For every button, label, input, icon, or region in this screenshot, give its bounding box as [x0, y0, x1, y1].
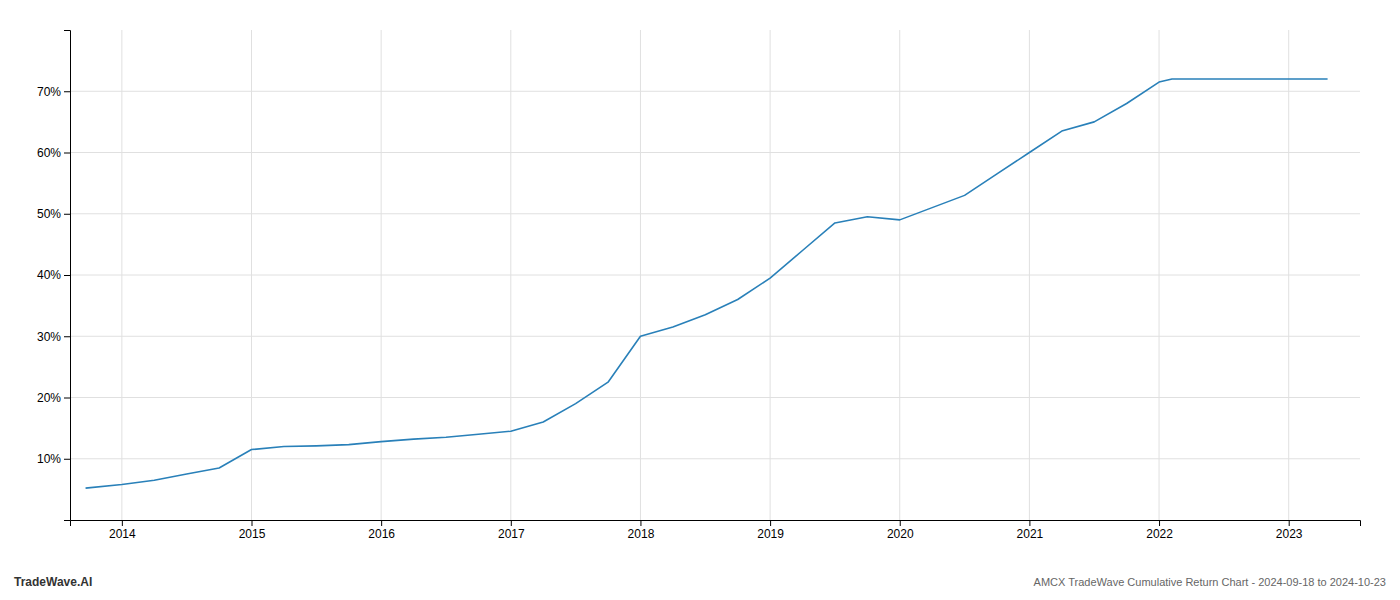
- grid-line-y: [70, 397, 1360, 398]
- x-axis-tick-label: 2020: [887, 527, 914, 541]
- y-axis-tick-mark: [64, 336, 70, 337]
- x-axis-tick-label: 2016: [368, 527, 395, 541]
- y-axis-tick: 20%: [37, 391, 70, 405]
- x-axis-tick-mark: [640, 520, 641, 526]
- footer-left: TradeWave.AI: [14, 575, 92, 589]
- y-axis: 10% 20% 30% 40% 50% 60% 70%: [37, 31, 71, 521]
- x-axis-tick-label: 2023: [1276, 527, 1303, 541]
- y-axis-tick-label: 70%: [37, 85, 61, 99]
- grid-line-y: [70, 91, 1360, 92]
- y-axis-tick-mark: [64, 459, 70, 460]
- y-axis-tick: 40%: [37, 268, 70, 282]
- grid: [70, 30, 1360, 520]
- x-axis-tick-mark: [1029, 520, 1030, 526]
- x-axis-tick-label: 2018: [628, 527, 655, 541]
- marks: [86, 79, 1328, 488]
- y-axis-tick-label: 10%: [37, 452, 61, 466]
- y-axis-tick-label: 30%: [37, 330, 61, 344]
- y-axis-tick: 30%: [37, 330, 70, 344]
- y-axis-tick-label: 40%: [37, 268, 61, 282]
- line: [86, 79, 1328, 488]
- x-axis-line: [71, 521, 1361, 527]
- x-axis-tick: 2018: [628, 520, 655, 541]
- x-axis-tick-mark: [1159, 520, 1160, 526]
- x-axis-tick: 2016: [368, 520, 395, 541]
- x-axis-tick-mark: [252, 520, 253, 526]
- x-axis-tick-label: 2017: [498, 527, 525, 541]
- x-axis-tick: 2020: [887, 520, 914, 541]
- x-axis-tick-mark: [770, 520, 771, 526]
- x-axis-tick: 2017: [498, 520, 525, 541]
- grid-line-y: [70, 336, 1360, 337]
- y-axis-tick: 50%: [37, 207, 70, 221]
- grid-line-y: [70, 275, 1360, 276]
- y-axis-tick-label: 20%: [37, 391, 61, 405]
- grid-line-y: [70, 213, 1360, 214]
- chart: 2014 2015 2016 2017 2018 2019 2020 2021 2022 2023…: [0, 0, 1400, 600]
- x-axis-tick-mark: [511, 520, 512, 526]
- y-axis-line: [64, 31, 71, 521]
- x-axis: 2014 2015 2016 2017 2018 2019 2020 2021 2022 2023: [71, 520, 1361, 541]
- plot-area: 2014 2015 2016 2017 2018 2019 2020 2021 2022 2023…: [37, 30, 1361, 541]
- y-axis-tick-label: 60%: [37, 146, 61, 160]
- x-axis-tick-label: 2022: [1146, 527, 1173, 541]
- footer-right: AMCX TradeWave Cumulative Return Chart -…: [1034, 576, 1386, 588]
- x-axis-tick-mark: [900, 520, 901, 526]
- y-axis-tick: 70%: [37, 85, 70, 99]
- x-axis-tick: 2019: [757, 520, 784, 541]
- x-axis-tick-label: 2019: [757, 527, 784, 541]
- y-axis-tick-mark: [64, 91, 70, 92]
- x-axis-tick: 2021: [1017, 520, 1044, 541]
- y-axis-tick-mark: [64, 275, 70, 276]
- x-axis-tick-mark: [1289, 520, 1290, 526]
- y-axis-tick: 10%: [37, 452, 70, 466]
- y-axis-tick-mark: [64, 398, 70, 399]
- y-axis-tick-mark: [64, 214, 70, 215]
- y-axis-tick-label: 50%: [37, 207, 61, 221]
- x-axis-tick: 2022: [1146, 520, 1173, 541]
- x-axis-tick-label: 2021: [1017, 527, 1044, 541]
- grid-line-y: [70, 458, 1360, 459]
- x-axis-tick: 2023: [1276, 520, 1303, 541]
- grid-line-y: [70, 152, 1360, 153]
- x-axis-tick-label: 2015: [239, 527, 266, 541]
- y-axis-tick-mark: [64, 153, 70, 154]
- x-axis-tick-mark: [122, 520, 123, 526]
- x-axis-tick-mark: [381, 520, 382, 526]
- y-axis-tick: 60%: [37, 146, 70, 160]
- x-axis-tick-label: 2014: [109, 527, 136, 541]
- x-axis-tick: 2014: [109, 520, 136, 541]
- x-axis-tick: 2015: [239, 520, 266, 541]
